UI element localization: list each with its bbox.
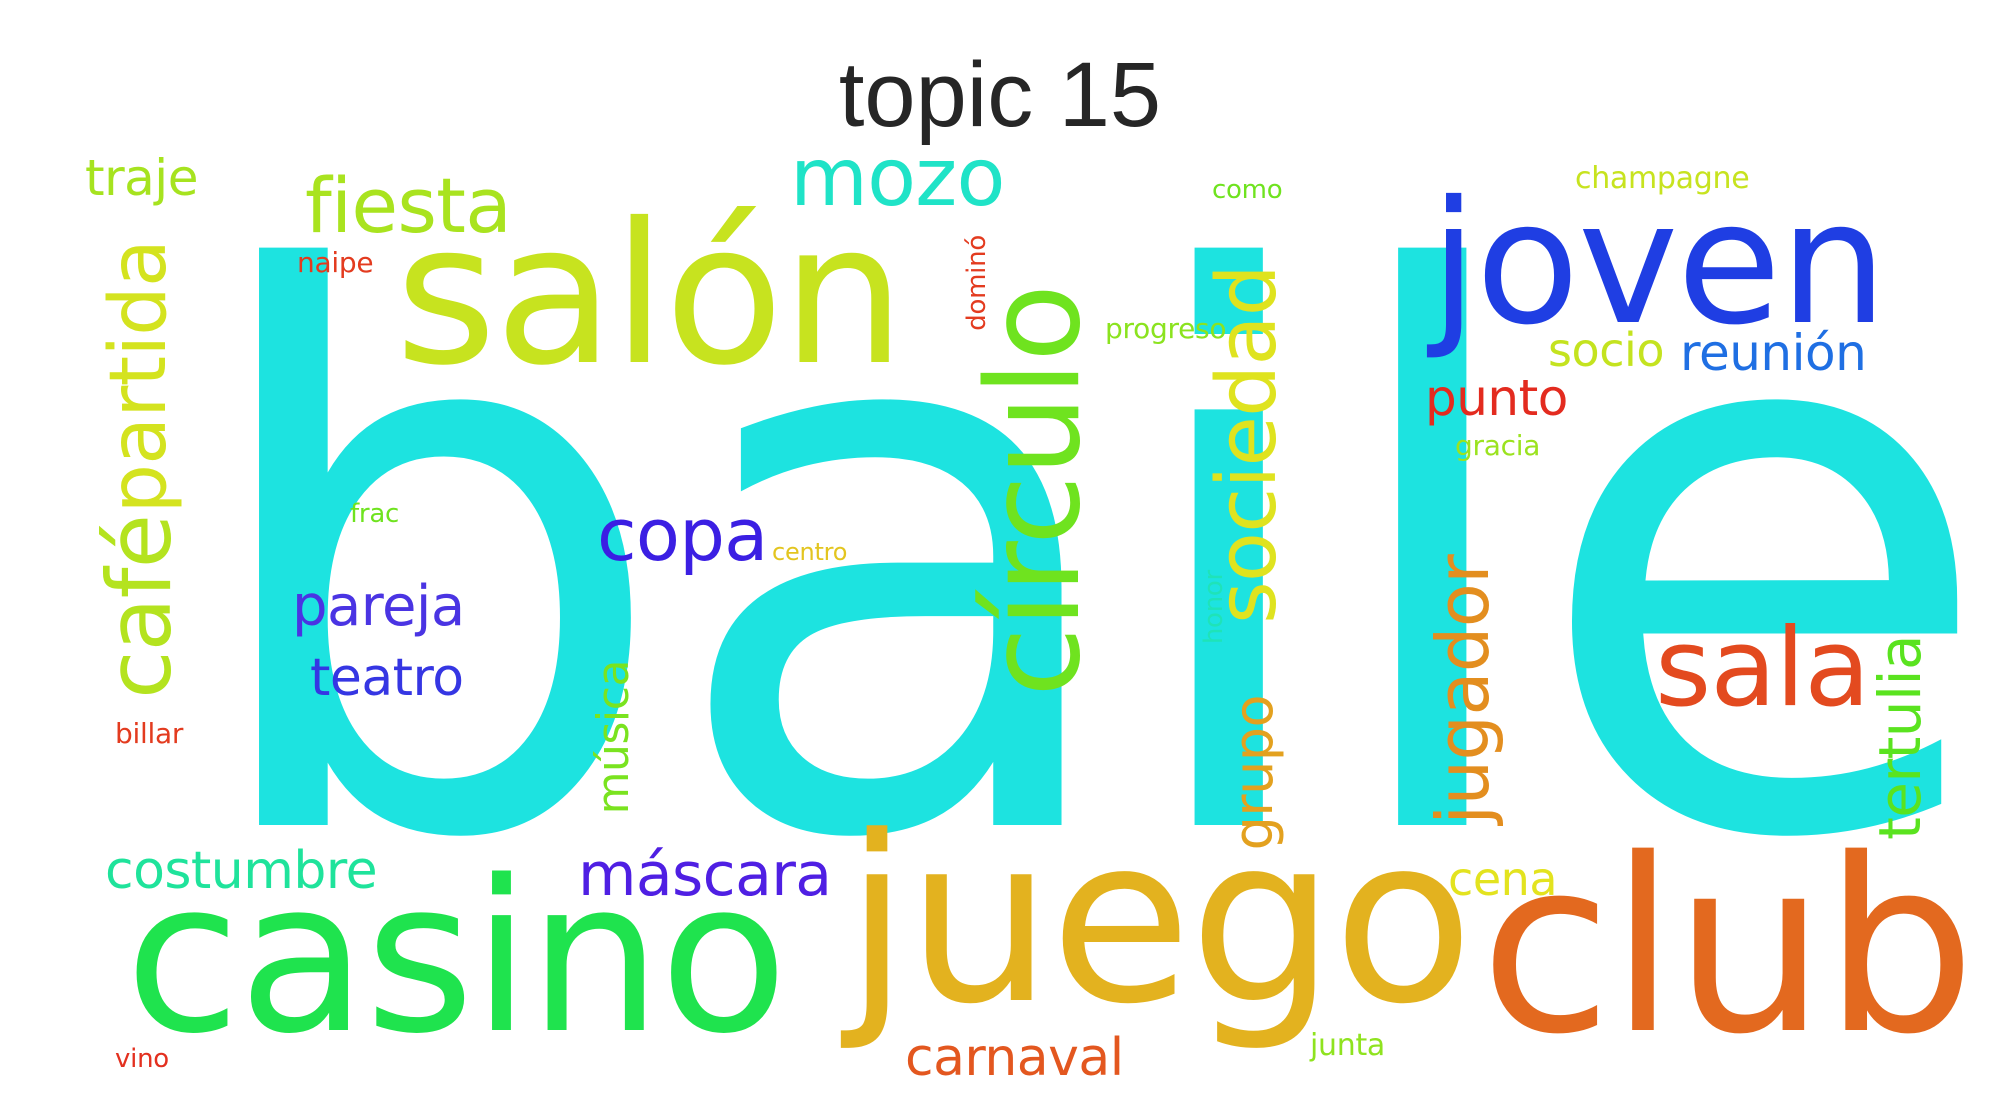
cloud-word: pareja: [292, 574, 465, 639]
cloud-word: grupo: [1222, 695, 1285, 850]
cloud-word: gracia: [1455, 429, 1540, 462]
cloud-word: jugador: [1421, 554, 1505, 827]
cloud-word: joven: [1426, 165, 1886, 363]
cloud-word: frac: [350, 499, 399, 529]
cloud-word: sala: [1655, 606, 1869, 731]
page-title: topic 15: [838, 44, 1162, 146]
cloud-word: reunión: [1680, 324, 1866, 382]
cloud-word: honor: [1199, 569, 1229, 644]
cloud-word: junta: [1309, 1028, 1385, 1063]
cloud-word: traje: [85, 149, 198, 207]
cloud-word: copa: [597, 493, 768, 577]
cloud-word: baile: [190, 121, 1990, 1005]
cloud-word: costumbre: [105, 841, 377, 901]
cloud-word: juego: [840, 788, 1471, 1055]
cloud-word: café: [88, 515, 191, 699]
cloud-word: dominó: [962, 235, 992, 331]
cloud-word: punto: [1425, 369, 1568, 427]
cloud-word: billar: [115, 717, 184, 750]
cloud-word: círculo: [960, 285, 1109, 697]
cloud-word: música: [588, 660, 639, 814]
cloud-word: tertulia: [1866, 635, 1934, 840]
cloud-word: partida: [94, 240, 184, 513]
cloud-word: champagne: [1575, 161, 1749, 196]
cloud-word: mozo: [790, 131, 1005, 224]
cloud-word: sociedad: [1200, 265, 1295, 624]
cloud-word: carnaval: [905, 1028, 1124, 1088]
cloud-word: club: [1480, 807, 1974, 1087]
cloud-word: vino: [115, 1044, 169, 1074]
cloud-word: naipe: [297, 246, 373, 279]
cloud-word: socio: [1548, 323, 1664, 377]
cloud-word: casino: [125, 835, 786, 1080]
cloud-word: fiesta: [305, 161, 511, 250]
cloud-word: como: [1212, 175, 1282, 205]
cloud-word: centro: [772, 538, 847, 566]
cloud-word: máscara: [578, 840, 831, 910]
cloud-word: cena: [1448, 852, 1557, 906]
cloud-word: progreso: [1105, 312, 1226, 345]
cloud-word: salón: [395, 181, 903, 408]
cloud-word: teatro: [310, 648, 464, 708]
